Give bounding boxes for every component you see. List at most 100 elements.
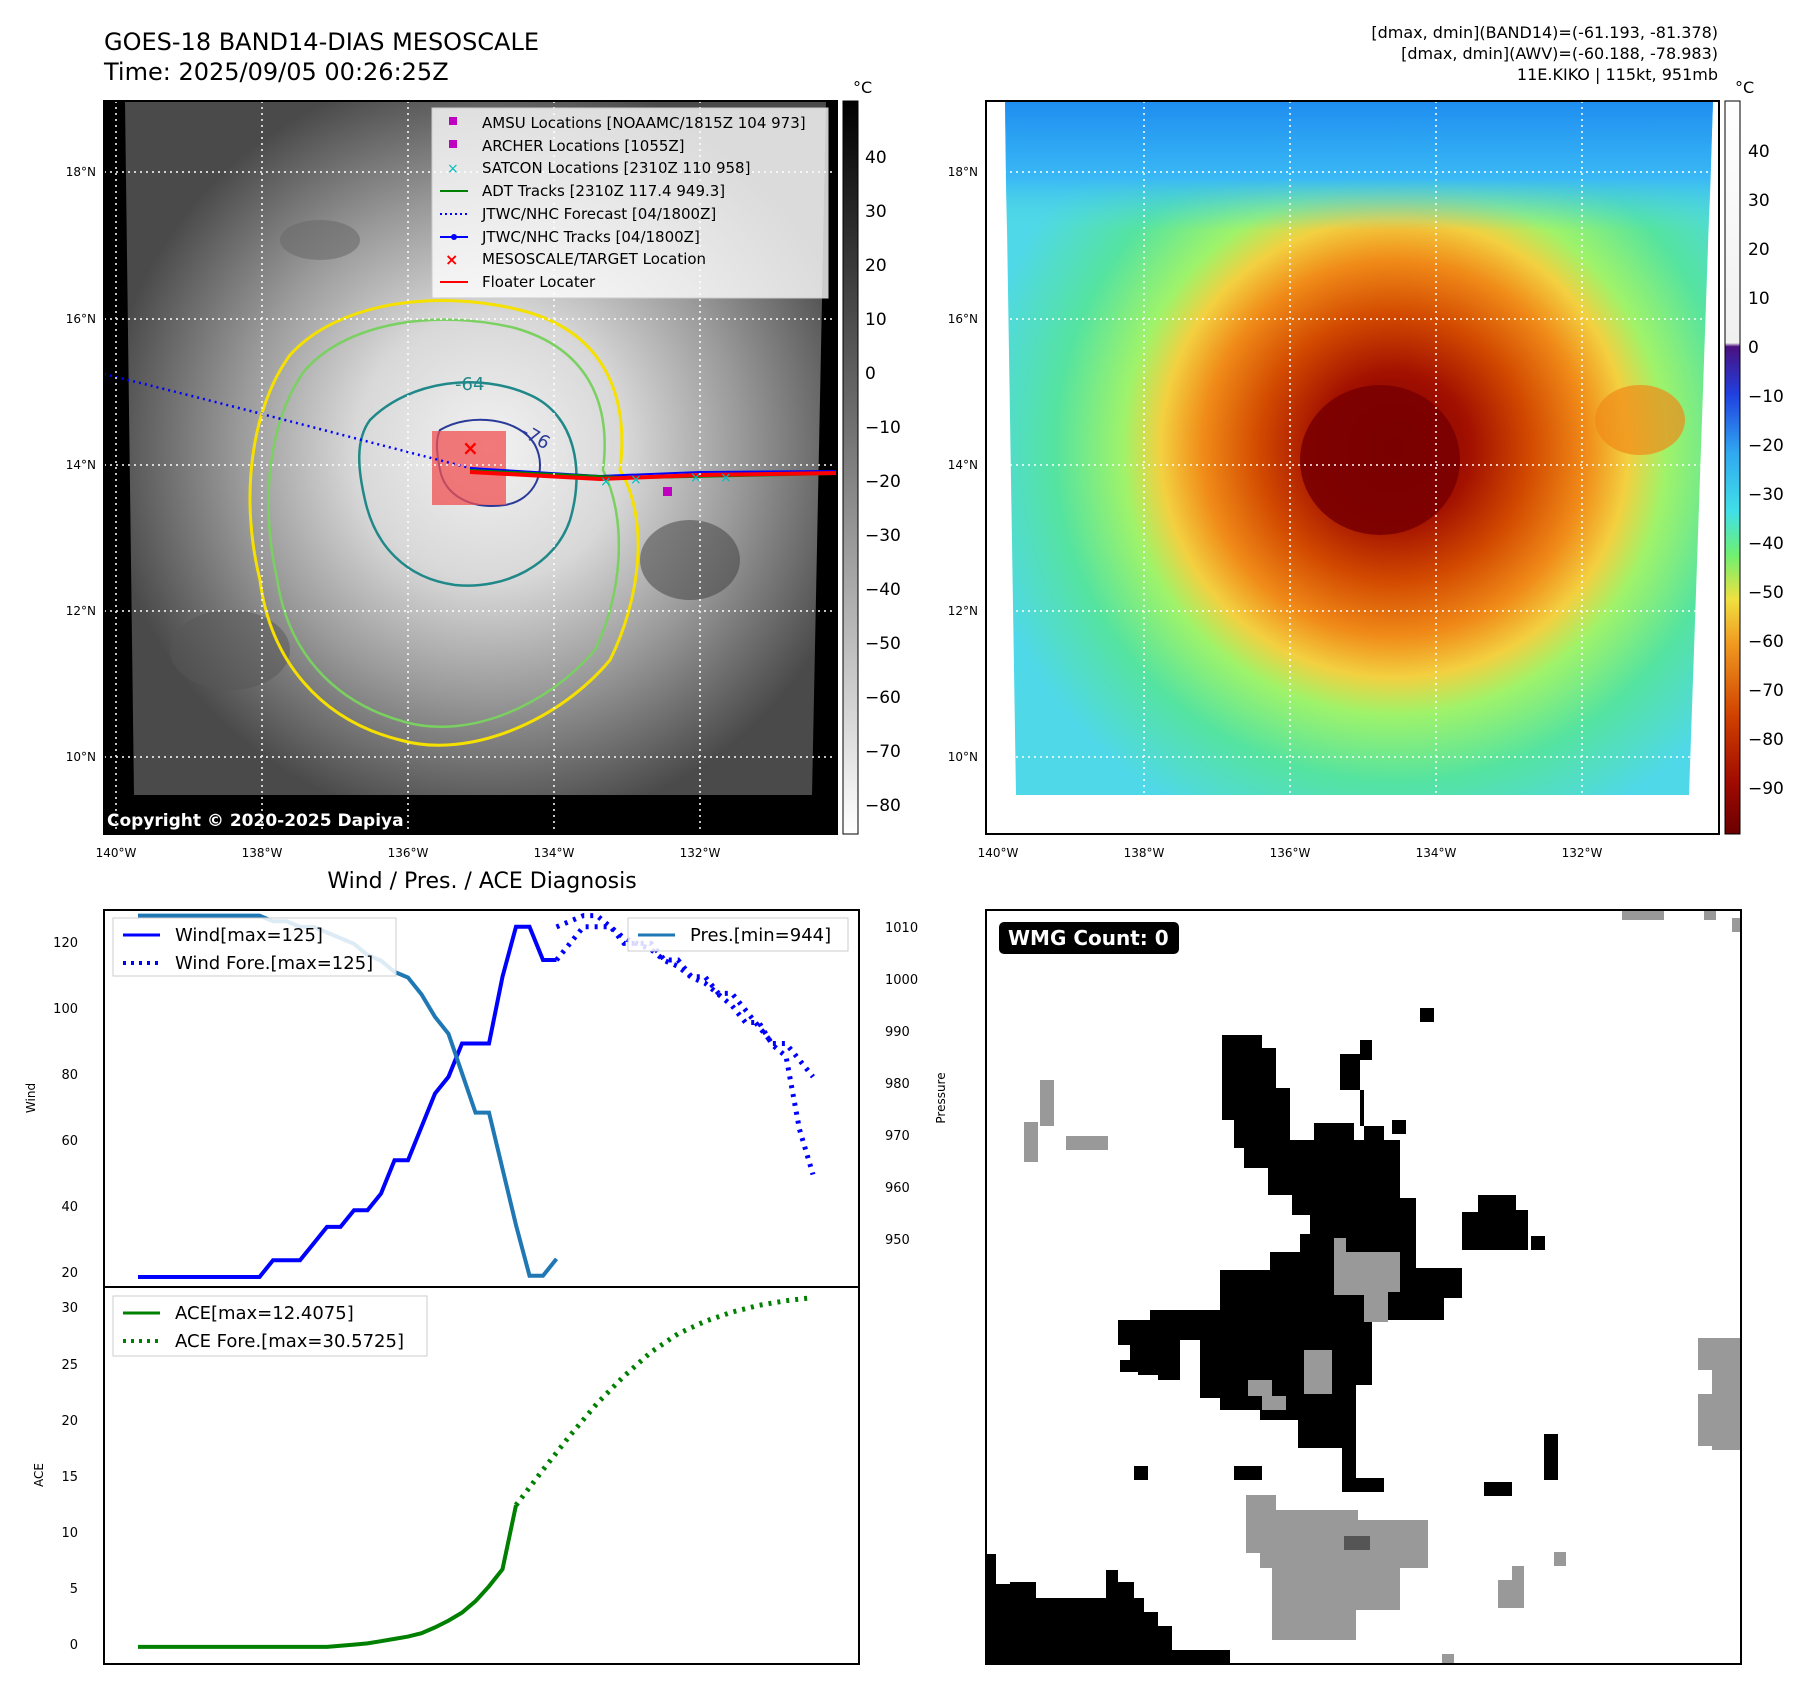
ir-color-map xyxy=(986,101,1719,834)
svg-text:20: 20 xyxy=(61,1414,78,1429)
svg-text:18°N: 18°N xyxy=(948,165,978,179)
svg-text:−80: −80 xyxy=(865,796,901,816)
svg-text:960: 960 xyxy=(885,1181,910,1196)
svg-text:SATCON Locations [2310Z 110 95: SATCON Locations [2310Z 110 958] xyxy=(482,159,750,177)
svg-text:40: 40 xyxy=(61,1200,78,1215)
ace-series-layer xyxy=(138,1295,814,1649)
svg-text:1010: 1010 xyxy=(885,921,918,936)
amsu-mark xyxy=(663,487,672,496)
satcon-marks: × × × × xyxy=(600,470,732,490)
svg-text:×: × xyxy=(447,161,459,177)
svg-text:ARCHER Locations [1055Z]: ARCHER Locations [1055Z] xyxy=(482,137,685,155)
ace-legend: ACE[max=12.4075] ACE Fore.[max=30.5725] xyxy=(112,1295,428,1357)
svg-text:ACE Fore.[max=30.5725]: ACE Fore.[max=30.5725] xyxy=(175,1331,404,1352)
svg-text:30: 30 xyxy=(1748,191,1770,211)
svg-text:16°N: 16°N xyxy=(948,312,978,326)
svg-text:5: 5 xyxy=(70,1582,78,1597)
svg-text:134°W: 134°W xyxy=(534,846,575,860)
wmg-count: WMG Count: 0 xyxy=(1008,926,1169,950)
svg-text:−20: −20 xyxy=(1748,436,1784,456)
floater-track xyxy=(469,470,837,482)
svg-text:−30: −30 xyxy=(1748,485,1784,505)
svg-text:−10: −10 xyxy=(1748,387,1784,407)
svg-text:JTWC/NHC Forecast [04/1800Z]: JTWC/NHC Forecast [04/1800Z] xyxy=(481,205,716,223)
svg-text:−70: −70 xyxy=(1748,681,1784,701)
svg-text:Floater Locater: Floater Locater xyxy=(482,273,596,291)
pressure-forecast-line xyxy=(555,913,816,1176)
ace-axis-label: ACE xyxy=(32,1463,46,1487)
svg-text:AMSU Locations [NOAAMC/1815Z 1: AMSU Locations [NOAAMC/1815Z 104 973] xyxy=(482,114,806,132)
svg-text:132°W: 132°W xyxy=(1562,846,1603,860)
svg-text:10: 10 xyxy=(61,1526,78,1541)
wind-axis-ticks: 120 100 80 60 40 20 xyxy=(53,936,78,1281)
grayscale-colorbar: °C 40 30 20 10 0 −10 −20 −30 −40 −50 −60 −70 −… xyxy=(842,78,901,835)
svg-text:136°W: 136°W xyxy=(1270,846,1311,860)
svg-text:0: 0 xyxy=(70,1638,78,1653)
svg-text:×: × xyxy=(720,470,732,486)
svg-text:0: 0 xyxy=(1748,338,1759,358)
contour-teal xyxy=(358,381,578,587)
ace-axis-ticks: 30 25 20 15 10 5 0 xyxy=(61,1301,78,1653)
svg-text:14°N: 14°N xyxy=(948,458,978,472)
svg-text:140°W: 140°W xyxy=(96,846,137,860)
svg-text:80: 80 xyxy=(61,1068,78,1083)
svg-text:°C: °C xyxy=(853,78,872,97)
svg-text:990: 990 xyxy=(885,1025,910,1040)
floater-box xyxy=(432,431,506,505)
svg-text:°C: °C xyxy=(1735,78,1754,97)
wind-legend: Wind[max=125] Wind Fore.[max=125] xyxy=(112,917,397,977)
left-lon-labels: 140°W 138°W 136°W 134°W 132°W xyxy=(96,846,721,860)
svg-text:−40: −40 xyxy=(865,580,901,600)
range-band14: [dmax, dmin](BAND14)=(-61.193, -81.378) xyxy=(1371,23,1718,42)
svg-text:120: 120 xyxy=(53,936,78,951)
svg-text:×: × xyxy=(600,474,612,490)
svg-text:12°N: 12°N xyxy=(66,604,96,618)
svg-text:10: 10 xyxy=(1748,289,1770,309)
svg-text:20: 20 xyxy=(865,256,887,276)
svg-text:40: 40 xyxy=(1748,142,1770,162)
range-awv: [dmax, dmin](AWV)=(-60.188, -78.983) xyxy=(1401,44,1718,63)
svg-text:10°N: 10°N xyxy=(66,750,96,764)
timestamp: Time: 2025/09/05 00:26:25Z xyxy=(103,58,449,86)
contour-label-64: -64 xyxy=(455,374,484,395)
wind-axis-label: Wind xyxy=(24,1083,38,1113)
right-lat-labels: 18°N 16°N 14°N 12°N 10°N xyxy=(948,165,978,764)
svg-text:140°W: 140°W xyxy=(978,846,1019,860)
figure-title: GOES-18 BAND14-DIAS MESOSCALE xyxy=(104,28,539,56)
svg-text:15: 15 xyxy=(61,1470,78,1485)
map-legend: AMSU Locations [NOAAMC/1815Z 104 973] AR… xyxy=(431,107,829,299)
svg-text:100: 100 xyxy=(53,1002,78,1017)
svg-text:10: 10 xyxy=(865,310,887,330)
svg-text:18°N: 18°N xyxy=(66,165,96,179)
pressure-legend: Pres.[min=944] xyxy=(627,917,849,952)
svg-text:132°W: 132°W xyxy=(680,846,721,860)
best-track xyxy=(469,467,837,478)
svg-text:−90: −90 xyxy=(1748,779,1784,799)
svg-text:40: 40 xyxy=(865,148,887,168)
copyright: Copyright © 2020-2025 Dapiya xyxy=(107,811,404,831)
ace-line xyxy=(138,1504,518,1649)
svg-text:138°W: 138°W xyxy=(1124,846,1165,860)
svg-text:−40: −40 xyxy=(1748,534,1784,554)
svg-text:−80: −80 xyxy=(1748,730,1784,750)
svg-text:30: 30 xyxy=(865,202,887,222)
svg-text:−10: −10 xyxy=(865,418,901,438)
wind-forecast-line xyxy=(554,924,815,1079)
svg-text:Pres.[min=944]: Pres.[min=944] xyxy=(690,925,831,946)
svg-text:×: × xyxy=(690,470,702,486)
svg-text:950: 950 xyxy=(885,1233,910,1248)
svg-text:10°N: 10°N xyxy=(948,750,978,764)
svg-text:×: × xyxy=(630,472,642,488)
svg-text:980: 980 xyxy=(885,1077,910,1092)
svg-text:−50: −50 xyxy=(865,634,901,654)
svg-text:−20: −20 xyxy=(865,472,901,492)
svg-text:Wind[max=125]: Wind[max=125] xyxy=(175,925,323,946)
pressure-axis-ticks: 1010 1000 990 980 970 960 950 xyxy=(885,921,918,1248)
svg-text:134°W: 134°W xyxy=(1416,846,1457,860)
left-lat-labels: 18°N 16°N 14°N 12°N 10°N xyxy=(66,165,96,764)
storm-info: 11E.KIKO | 115kt, 951mb xyxy=(1517,65,1718,84)
svg-text:60: 60 xyxy=(61,1134,78,1149)
svg-text:JTWC/NHC Tracks [04/1800Z]: JTWC/NHC Tracks [04/1800Z] xyxy=(481,228,700,246)
contour-green xyxy=(267,318,621,729)
